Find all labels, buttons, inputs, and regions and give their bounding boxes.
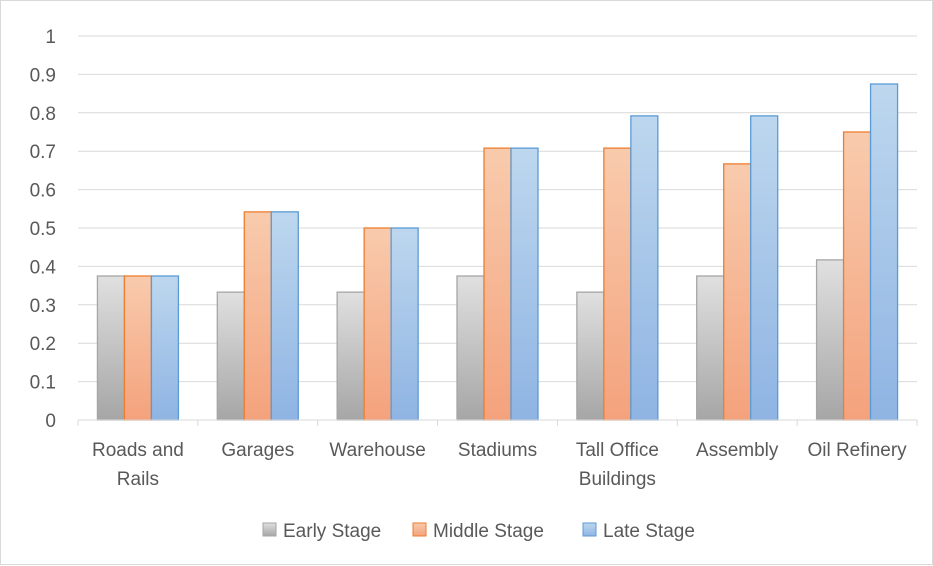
category-label: Garages xyxy=(221,440,294,461)
category-label: Tall Office xyxy=(576,440,659,461)
bar-early-stage xyxy=(336,291,365,421)
bar-middle-stage xyxy=(483,147,512,421)
bar-late-stage xyxy=(150,275,180,421)
y-tick-label: 0.7 xyxy=(30,142,56,163)
legend-swatch xyxy=(582,522,597,537)
y-tick-label: 0.2 xyxy=(30,334,56,355)
legend-label: Early Stage xyxy=(283,521,381,542)
legend-label: Late Stage xyxy=(603,521,695,542)
bar-middle-stage xyxy=(243,211,272,421)
y-tick-label: 0.9 xyxy=(30,65,56,86)
category-label: Rails xyxy=(117,469,159,490)
bar-early-stage xyxy=(456,275,485,421)
bar-late-stage xyxy=(390,227,419,421)
category-label: Stadiums xyxy=(458,440,537,461)
bar-middle-stage xyxy=(603,147,632,421)
y-tick-label: 0.4 xyxy=(30,257,57,278)
x-axis-labels: Roads and Rails Garages Warehouse Stadiums Ta… xyxy=(92,440,907,490)
y-tick-label: 0.8 xyxy=(30,104,56,125)
bar-early-stage xyxy=(815,259,845,421)
bar-early-stage xyxy=(696,275,725,421)
category-label: Warehouse xyxy=(329,440,425,461)
bar-early-stage xyxy=(96,275,126,421)
bar-middle-stage xyxy=(123,275,153,421)
category-label: Assembly xyxy=(696,440,779,461)
y-tick-label: 0.5 xyxy=(30,219,56,240)
y-tick-label: 0 xyxy=(45,411,56,432)
legend-swatch xyxy=(262,522,277,537)
bar-late-stage xyxy=(630,115,659,421)
x-axis xyxy=(77,419,918,426)
legend: Early Stage Middle Stage Late Stage xyxy=(262,521,695,542)
category-label: Buildings xyxy=(579,469,656,490)
category-label: Roads and xyxy=(92,440,184,461)
bar-early-stage xyxy=(216,291,245,421)
bar-late-stage xyxy=(510,147,539,421)
y-tick-label: 0.3 xyxy=(30,296,56,317)
legend-swatch xyxy=(412,522,427,537)
bar-middle-stage xyxy=(723,163,752,421)
bar-late-stage xyxy=(869,83,899,421)
bar-early-stage xyxy=(576,291,605,421)
bar-middle-stage xyxy=(363,227,392,421)
y-tick-label: 0.6 xyxy=(30,181,56,202)
bars xyxy=(96,83,899,421)
y-tick-label: 1 xyxy=(45,27,56,48)
category-label: Oil Refinery xyxy=(807,440,907,461)
bar-late-stage xyxy=(750,115,779,421)
y-tick-label: 0.1 xyxy=(30,373,56,394)
bar-middle-stage xyxy=(842,131,872,421)
bar-late-stage xyxy=(270,211,299,421)
legend-label: Middle Stage xyxy=(433,521,544,542)
y-axis-ticks: 0 0.1 0.2 0.3 0.4 0.5 0.6 0.7 0.8 0.9 1 xyxy=(30,27,57,432)
